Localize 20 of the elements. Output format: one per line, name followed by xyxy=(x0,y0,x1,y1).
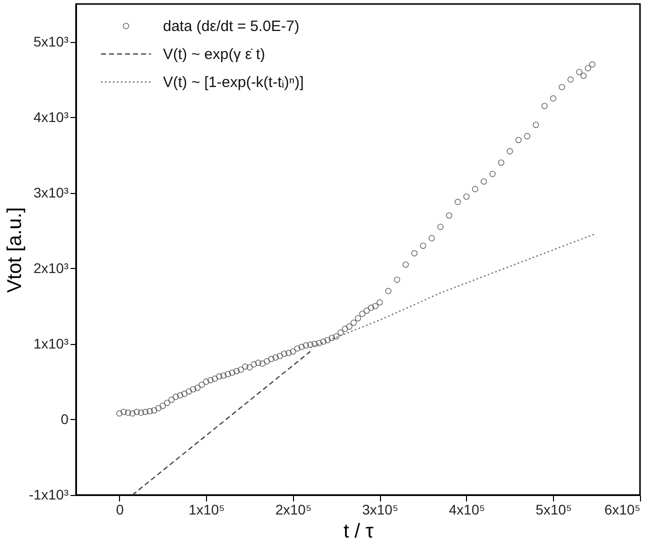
x-tick-label: 0 xyxy=(116,502,124,518)
x-tick-label: 6x10⁵ xyxy=(604,502,640,518)
x-tick-label: 1x10⁵ xyxy=(188,502,225,518)
legend-label: V(t) ~ [1-exp(-k(t-tᵢ)ⁿ)] xyxy=(163,74,304,91)
x-tick-label: 3x10⁵ xyxy=(362,502,398,518)
legend-label: data (dε/dt = 5.0E-7) xyxy=(163,18,300,35)
y-tick-label: 2x10³ xyxy=(33,260,69,276)
y-tick-label: 1x10³ xyxy=(33,335,69,352)
x-tick-label: 2x10⁵ xyxy=(275,502,312,518)
x-tick-label: 4x10⁵ xyxy=(448,502,486,518)
y-tick-label: -1x10³ xyxy=(28,486,69,502)
y-tick-label: 4x10³ xyxy=(33,108,69,125)
legend-label: V(t) ~ exp(γ ε̇ t) xyxy=(163,46,266,63)
x-tick-label: 5x10⁵ xyxy=(536,502,572,518)
y-axis-title: Vtot [a.u.] xyxy=(4,207,26,293)
x-axis-title: t / τ xyxy=(343,520,374,542)
y-tick-label: 5x10³ xyxy=(33,33,69,50)
line-series xyxy=(310,233,596,348)
y-tick-label: 0 xyxy=(60,410,69,427)
y-tick-label: 3x10³ xyxy=(33,184,69,200)
